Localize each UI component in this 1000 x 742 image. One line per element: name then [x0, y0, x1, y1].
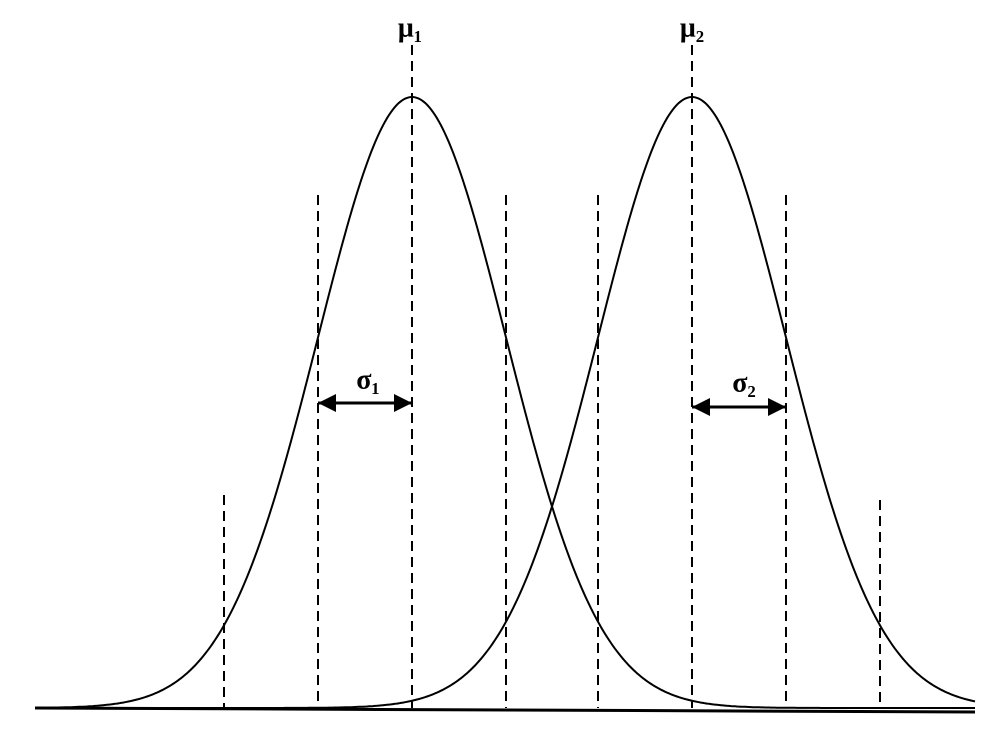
sigma1-label: σ₁	[356, 364, 380, 395]
sigma-guides	[223, 45, 881, 708]
gaussian-curve-1	[35, 96, 975, 709]
mu1-label: μ₁	[398, 12, 422, 43]
sigma2-label: σ₂	[732, 367, 756, 398]
mu2-label: μ₂	[680, 12, 704, 43]
gaussian-curve-2	[35, 96, 976, 709]
